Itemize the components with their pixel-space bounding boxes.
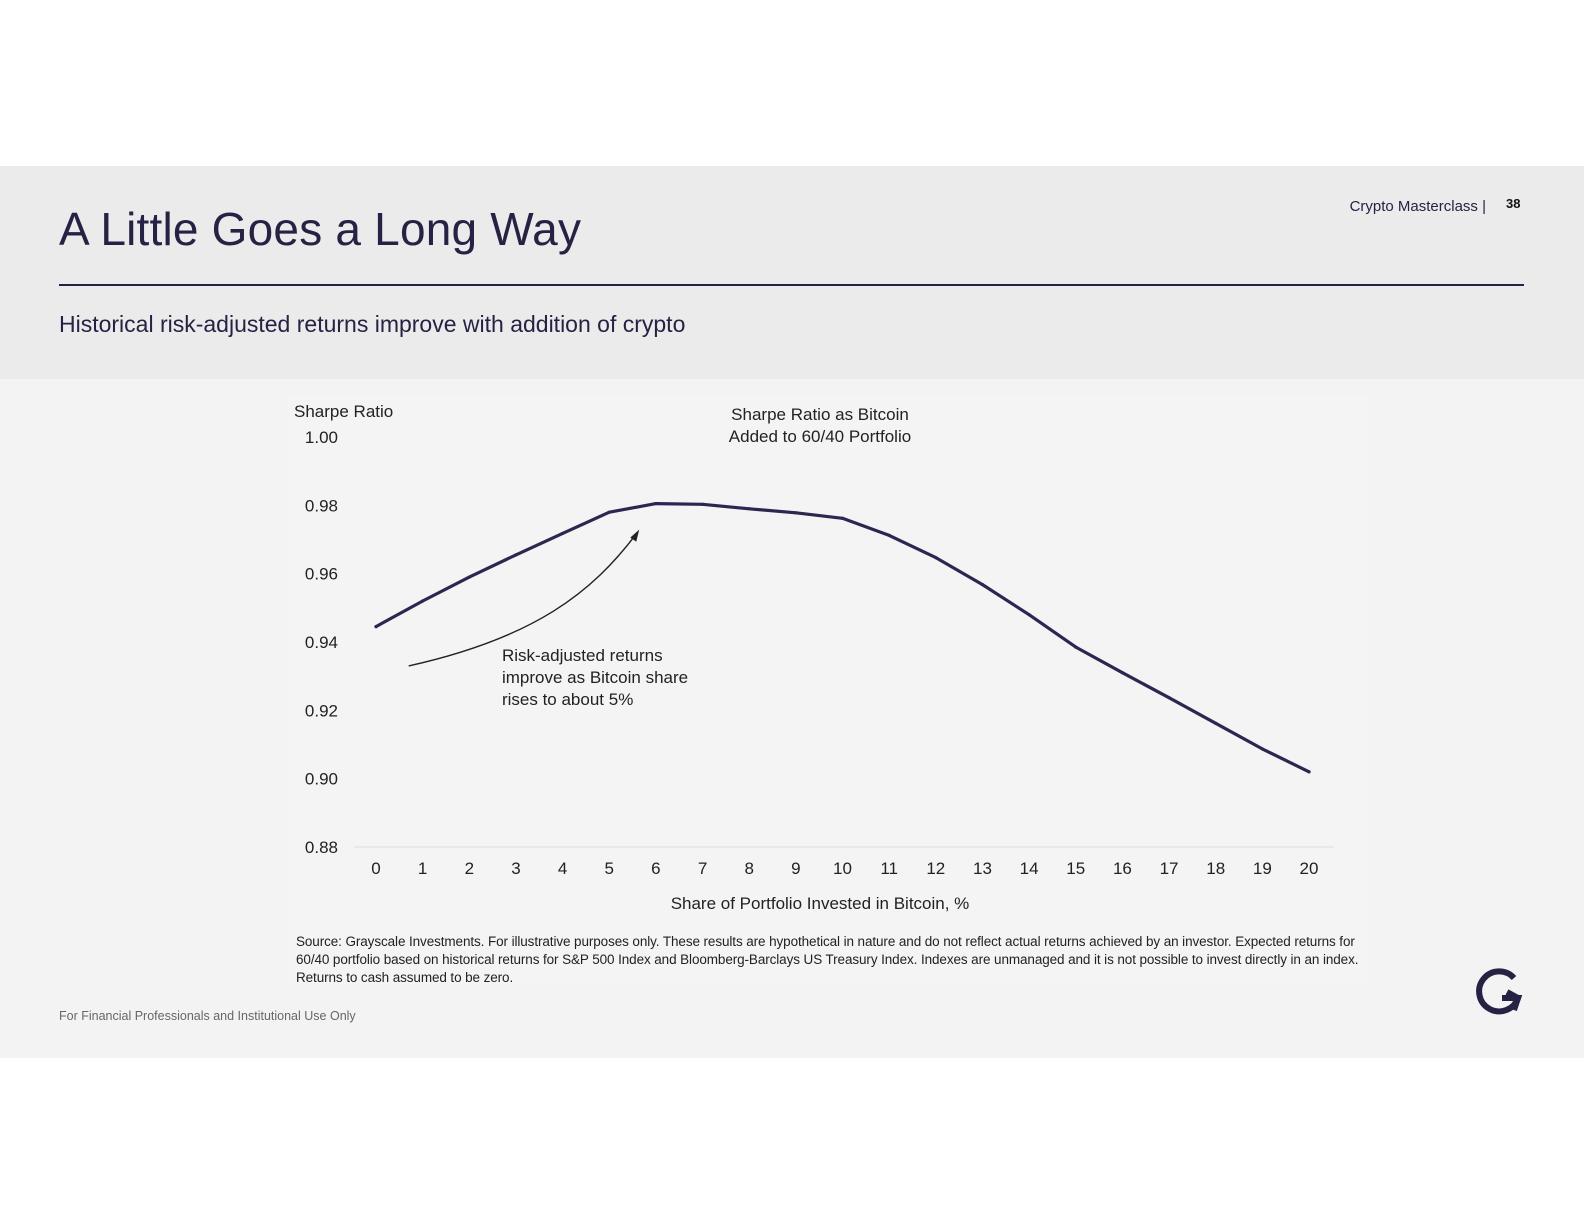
data-point xyxy=(747,507,751,511)
x-tick-label: 1 xyxy=(418,859,427,878)
page-number: 38 xyxy=(1506,196,1521,211)
x-tick-label: 10 xyxy=(833,859,852,878)
x-tick-label: 16 xyxy=(1113,859,1132,878)
data-point xyxy=(1214,721,1218,725)
data-point xyxy=(561,531,565,535)
annotation-arrow xyxy=(408,532,638,667)
x-tick-label: 4 xyxy=(558,859,567,878)
data-point xyxy=(980,583,985,587)
x-tick-label: 14 xyxy=(1020,859,1039,878)
page-subtitle: Historical risk-adjusted returns improve… xyxy=(59,311,686,337)
sharpe-ratio-chart: Sharpe Ratio as Bitcoin Added to 60/40 P… xyxy=(294,402,1334,913)
y-tick-label: 0.90 xyxy=(305,770,338,789)
x-tick-label: 20 xyxy=(1300,859,1319,878)
header-band: A Little Goes a Long Way Crypto Mastercl… xyxy=(0,166,1584,379)
x-tick-label: 7 xyxy=(698,859,707,878)
x-tick-label: 19 xyxy=(1253,859,1272,878)
annotation-line-1: Risk-adjusted returns xyxy=(502,646,663,665)
source-note: Source: Grayscale Investments. For illus… xyxy=(296,934,1359,985)
y-tick-label: 0.96 xyxy=(305,565,338,584)
data-point xyxy=(1307,770,1311,774)
y-tick-label: 1.00 xyxy=(305,428,338,447)
x-tick-label: 8 xyxy=(744,859,753,878)
page-title: A Little Goes a Long Way xyxy=(59,203,582,255)
data-point xyxy=(1120,671,1124,675)
grayscale-g-logo xyxy=(1476,968,1523,1015)
y-axis-label: Sharpe Ratio xyxy=(294,402,393,421)
data-point xyxy=(654,502,658,506)
title-divider xyxy=(59,284,1524,286)
data-point xyxy=(1167,696,1171,700)
x-tick-label: 2 xyxy=(465,859,474,878)
y-tick-label: 0.94 xyxy=(305,633,338,652)
annotation-line-2: improve as Bitcoin share xyxy=(502,668,688,687)
series-line-sharpe-ratio xyxy=(374,502,1311,774)
data-point xyxy=(374,625,378,629)
data-point xyxy=(794,511,798,515)
data-point xyxy=(514,553,518,557)
x-tick-label: 13 xyxy=(973,859,992,878)
x-tick-label: 11 xyxy=(880,859,898,878)
footer-disclaimer: For Financial Professionals and Institut… xyxy=(59,1009,356,1023)
chart-title-line-1: Sharpe Ratio as Bitcoin xyxy=(731,405,909,424)
x-tick-label: 9 xyxy=(791,859,800,878)
data-point xyxy=(934,556,938,560)
x-tick-label: 3 xyxy=(511,859,520,878)
slide: A Little Goes a Long Way Crypto Mastercl… xyxy=(0,166,1584,1058)
x-tick-label: 12 xyxy=(926,859,945,878)
data-point xyxy=(467,575,471,579)
y-tick-label: 0.92 xyxy=(305,701,338,720)
chart-title-line-2: Added to 60/40 Portfolio xyxy=(729,427,911,446)
annotation-arrowhead xyxy=(630,529,640,542)
y-tick-label: 0.88 xyxy=(305,838,338,857)
x-axis-label: Share of Portfolio Invested in Bitcoin, … xyxy=(671,894,970,913)
x-tick-label: 5 xyxy=(605,859,614,878)
x-tick-label: 0 xyxy=(371,859,380,878)
x-tick-label: 18 xyxy=(1206,859,1225,878)
data-point xyxy=(1074,645,1078,649)
x-tick-label: 15 xyxy=(1066,859,1085,878)
x-tick-label: 6 xyxy=(651,859,660,878)
data-point xyxy=(887,533,891,537)
data-point xyxy=(1260,747,1264,751)
data-point xyxy=(1027,613,1031,617)
annotation-line-3: rises to about 5% xyxy=(502,690,633,709)
data-point xyxy=(607,510,611,514)
deck-label: Crypto Masterclass | xyxy=(1349,198,1486,215)
chart-panel: Sharpe Ratio as Bitcoin Added to 60/40 P… xyxy=(288,395,1370,985)
data-point xyxy=(700,502,705,506)
y-tick-label: 0.98 xyxy=(305,496,338,515)
data-point xyxy=(840,516,845,520)
data-point xyxy=(421,599,425,603)
x-tick-label: 17 xyxy=(1160,859,1179,878)
